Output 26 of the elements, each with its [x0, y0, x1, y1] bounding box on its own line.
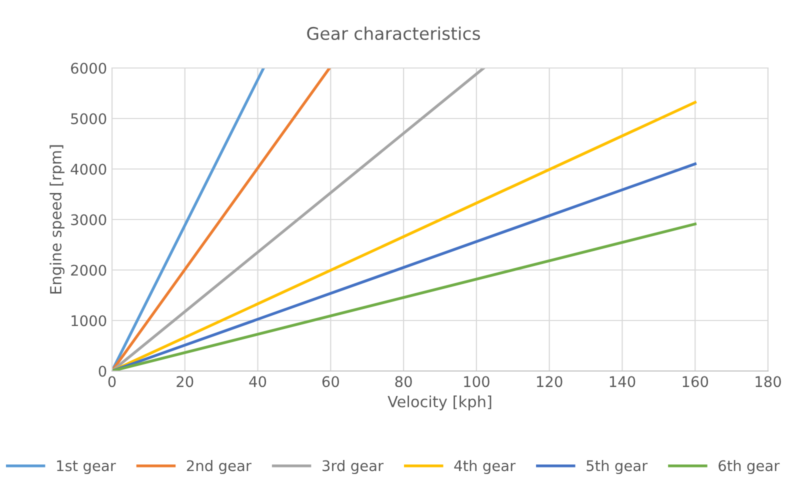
- y-tick-label: 2000: [71, 264, 106, 276]
- x-tick-label: 180: [756, 376, 781, 388]
- x-tick-label: 160: [682, 376, 708, 388]
- x-tick-label: 140: [610, 376, 636, 388]
- legend-label: 3rd gear: [322, 460, 384, 474]
- legend-label: 5th gear: [586, 460, 648, 474]
- x-tick-label: 60: [322, 376, 339, 388]
- y-tick-label: 6000: [71, 62, 106, 74]
- x-axis-title: Velocity [kph]: [388, 396, 492, 410]
- x-tick-label: 0: [108, 376, 116, 388]
- legend-label: 6th gear: [718, 460, 780, 474]
- y-tick-label: 4000: [70, 164, 106, 175]
- y-tick-label: 3000: [71, 214, 106, 226]
- x-tick-label: 40: [249, 376, 266, 388]
- y-tick-label: 5000: [71, 113, 106, 124]
- legend-label: 4th gear: [454, 460, 516, 474]
- x-tick-label: 100: [464, 376, 490, 388]
- x-tick-label: 20: [176, 376, 194, 388]
- y-tick-label: 1000: [72, 315, 106, 326]
- x-tick-label: 80: [395, 376, 412, 388]
- y-axis-title: Engine speed [rpm]: [50, 145, 64, 294]
- chart-title: Gear characteristics: [307, 26, 480, 40]
- legend-label: 1st gear: [57, 460, 116, 474]
- y-tick-label: 0: [98, 366, 106, 377]
- legend-label: 2nd gear: [186, 460, 252, 474]
- x-tick-label: 120: [537, 376, 562, 388]
